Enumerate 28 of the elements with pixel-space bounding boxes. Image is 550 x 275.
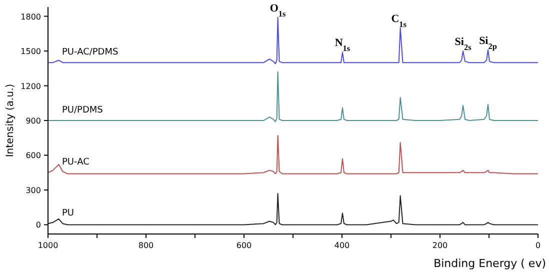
annotation: O$_{1s}$ bbox=[270, 2, 287, 18]
x-tick-label: 600 bbox=[236, 241, 252, 250]
annotation: Si$_{2p}$ bbox=[479, 34, 498, 50]
line-series bbox=[48, 192, 538, 226]
line-series bbox=[48, 71, 538, 122]
y-tick-label: 0 bbox=[36, 220, 41, 230]
y-tick-label: 1500 bbox=[20, 47, 41, 56]
series-label: PU bbox=[62, 208, 74, 219]
line-series bbox=[48, 135, 538, 174]
annotation: C$_{1s}$ bbox=[391, 12, 408, 28]
x-tick-label: 800 bbox=[138, 241, 154, 250]
series-label: PU-AC/PDMS bbox=[62, 48, 118, 58]
x-axis-title: Binding Energy ( ev) bbox=[434, 257, 546, 270]
series-label: PU-AC bbox=[62, 158, 90, 168]
y-tick-label: 300 bbox=[26, 186, 41, 195]
y-tick-label: 1200 bbox=[20, 82, 41, 91]
y-tick-label: 1800 bbox=[20, 12, 41, 22]
y-tick-label: 600 bbox=[26, 151, 41, 160]
series-label: PU/PDMS bbox=[62, 106, 104, 116]
x-tick-label: 400 bbox=[334, 241, 350, 250]
line-series bbox=[48, 16, 538, 64]
annotation: Si$_{2s}$ bbox=[454, 36, 472, 52]
x-tick-label: 0 bbox=[535, 241, 541, 250]
x-tick-label: 200 bbox=[432, 241, 448, 250]
annotation: N$_{1s}$ bbox=[334, 37, 351, 53]
x-tick-label: 1000 bbox=[38, 241, 58, 250]
y-axis-title: Intensity (a.u.) bbox=[5, 84, 16, 158]
y-tick-label: 900 bbox=[26, 116, 41, 126]
